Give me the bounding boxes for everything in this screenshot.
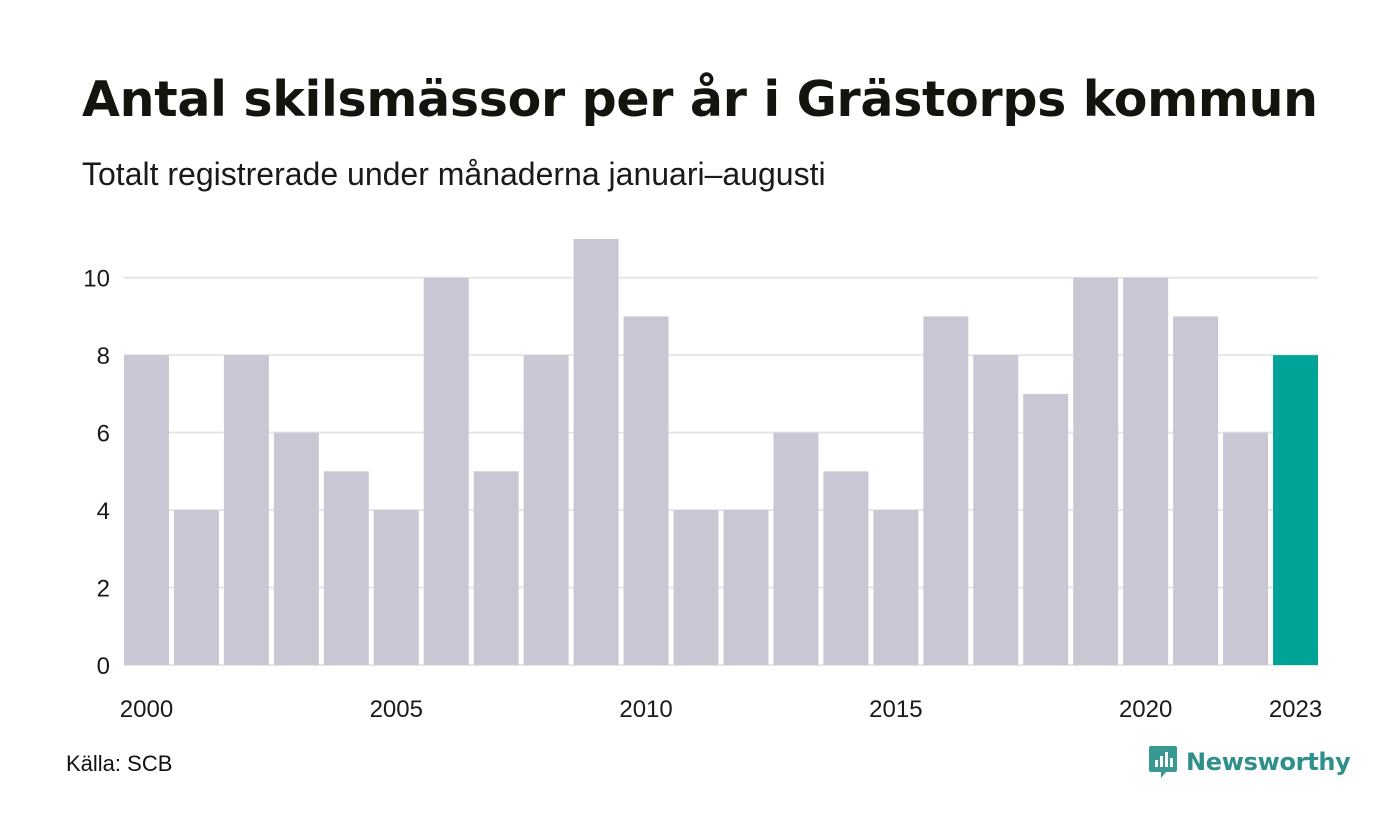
bar-2016 bbox=[923, 316, 969, 665]
bar-2003 bbox=[273, 432, 319, 665]
bar-2014 bbox=[823, 471, 869, 665]
bars bbox=[124, 238, 1318, 665]
x-tick-label-2000: 2000 bbox=[120, 696, 173, 723]
y-tick-label-8: 8 bbox=[97, 343, 110, 370]
bar-2006 bbox=[423, 277, 469, 665]
x-tick-label-2010: 2010 bbox=[619, 696, 672, 723]
grid-lines bbox=[124, 276, 1318, 666]
bar-2018 bbox=[1023, 393, 1069, 665]
bar-2005 bbox=[373, 510, 419, 665]
bar-2013 bbox=[773, 432, 819, 665]
bar-2011 bbox=[673, 510, 719, 665]
y-tick-label-10: 10 bbox=[83, 266, 110, 293]
newsworthy-logo-icon bbox=[1149, 746, 1177, 778]
brand-name: Newsworthy bbox=[1186, 748, 1351, 776]
bar-2002 bbox=[223, 355, 269, 665]
brand-logo: Newsworthy bbox=[1148, 744, 1351, 780]
x-tick-label-2023: 2023 bbox=[1269, 696, 1322, 723]
bar-2010 bbox=[623, 316, 669, 665]
bar-2021 bbox=[1173, 316, 1219, 665]
bar-2004 bbox=[323, 471, 369, 665]
bar-2009 bbox=[573, 238, 619, 665]
bar-2001 bbox=[173, 510, 219, 665]
y-tick-label-6: 6 bbox=[97, 421, 110, 448]
x-tick-label-2015: 2015 bbox=[869, 696, 922, 723]
y-tick-label-0: 0 bbox=[97, 653, 110, 680]
chart-title: Antal skilsmässor per år i Grästorps kom… bbox=[82, 71, 1318, 128]
bar-2008 bbox=[523, 355, 569, 665]
y-tick-label-4: 4 bbox=[97, 498, 110, 525]
bar-2007 bbox=[473, 471, 519, 665]
bar-2019 bbox=[1073, 277, 1119, 665]
bar-2017 bbox=[973, 355, 1019, 665]
y-tick-label-2: 2 bbox=[97, 576, 110, 603]
source-label: Källa: SCB bbox=[66, 751, 173, 776]
x-tick-label-2020: 2020 bbox=[1119, 696, 1172, 723]
bar-2023 bbox=[1273, 355, 1318, 665]
x-tick-label-2005: 2005 bbox=[370, 696, 423, 723]
bar-2015 bbox=[873, 510, 919, 665]
bar-chart: 0 2 4 6 8 10 2000 2005 2010 2015 2020 2023 bbox=[83, 238, 1322, 723]
chart-subtitle: Totalt registrerade under månaderna janu… bbox=[82, 156, 826, 192]
bar-2012 bbox=[723, 510, 769, 665]
bar-2022 bbox=[1223, 432, 1269, 665]
x-axis-ticks: 2000 2005 2010 2015 2020 2023 bbox=[120, 696, 1322, 723]
y-axis-ticks: 0 2 4 6 8 10 bbox=[83, 266, 110, 680]
bar-2000 bbox=[124, 355, 169, 665]
bar-2020 bbox=[1123, 277, 1169, 665]
